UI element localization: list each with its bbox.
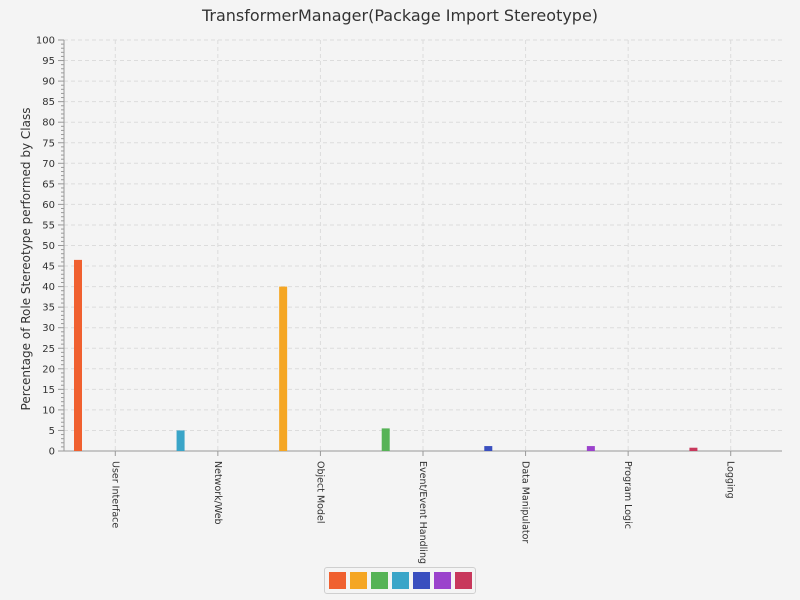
y-tick-label: 50 [42,241,55,252]
bar [176,430,185,451]
y-tick-label: 60 [42,200,55,211]
bar [484,446,493,451]
y-tick-label: 65 [42,179,55,190]
legend-swatch [349,572,367,589]
y-tick-label: 70 [42,159,55,170]
bar [279,286,288,451]
legend-swatch [433,572,451,589]
bar [689,447,698,451]
bar [381,428,390,451]
y-tick-label: 40 [42,282,55,293]
y-tick-label: 75 [42,138,55,149]
y-tick-label: 30 [42,323,55,334]
y-tick-label: 20 [42,364,55,375]
x-tick-label: Event/Event Handling [417,461,428,564]
x-tick-label: Logging [725,461,736,499]
y-tick-label: 0 [49,447,55,458]
y-tick-label: 55 [42,220,55,231]
legend-swatch [412,572,430,589]
y-tick-label: 35 [42,303,55,314]
y-tick-label: 90 [42,77,55,88]
bar [586,446,595,451]
y-tick-label: 10 [42,405,55,416]
x-tick-label: Data Manipulator [520,461,531,543]
legend-swatch [370,572,388,589]
x-tick-label: User Interface [109,461,120,528]
y-tick-label: 15 [42,385,55,396]
y-tick-label: 85 [42,97,55,108]
legend-swatch [328,572,346,589]
legend-swatch [391,572,409,589]
x-tick-label: Program Logic [622,461,633,529]
y-tick-label: 5 [49,426,55,437]
y-tick-label: 45 [42,262,55,273]
y-tick-label: 80 [42,118,55,129]
legend [324,567,476,594]
legend-swatch [454,572,472,589]
x-tick-label: Network/Web [212,461,223,525]
x-tick-label: Object Model [314,461,325,523]
y-tick-label: 95 [42,56,55,67]
bar [74,259,82,451]
chart-title: TransformerManager(Package Import Stereo… [201,6,599,25]
y-tick-label: 25 [42,344,55,355]
y-tick-label: 100 [36,36,55,47]
